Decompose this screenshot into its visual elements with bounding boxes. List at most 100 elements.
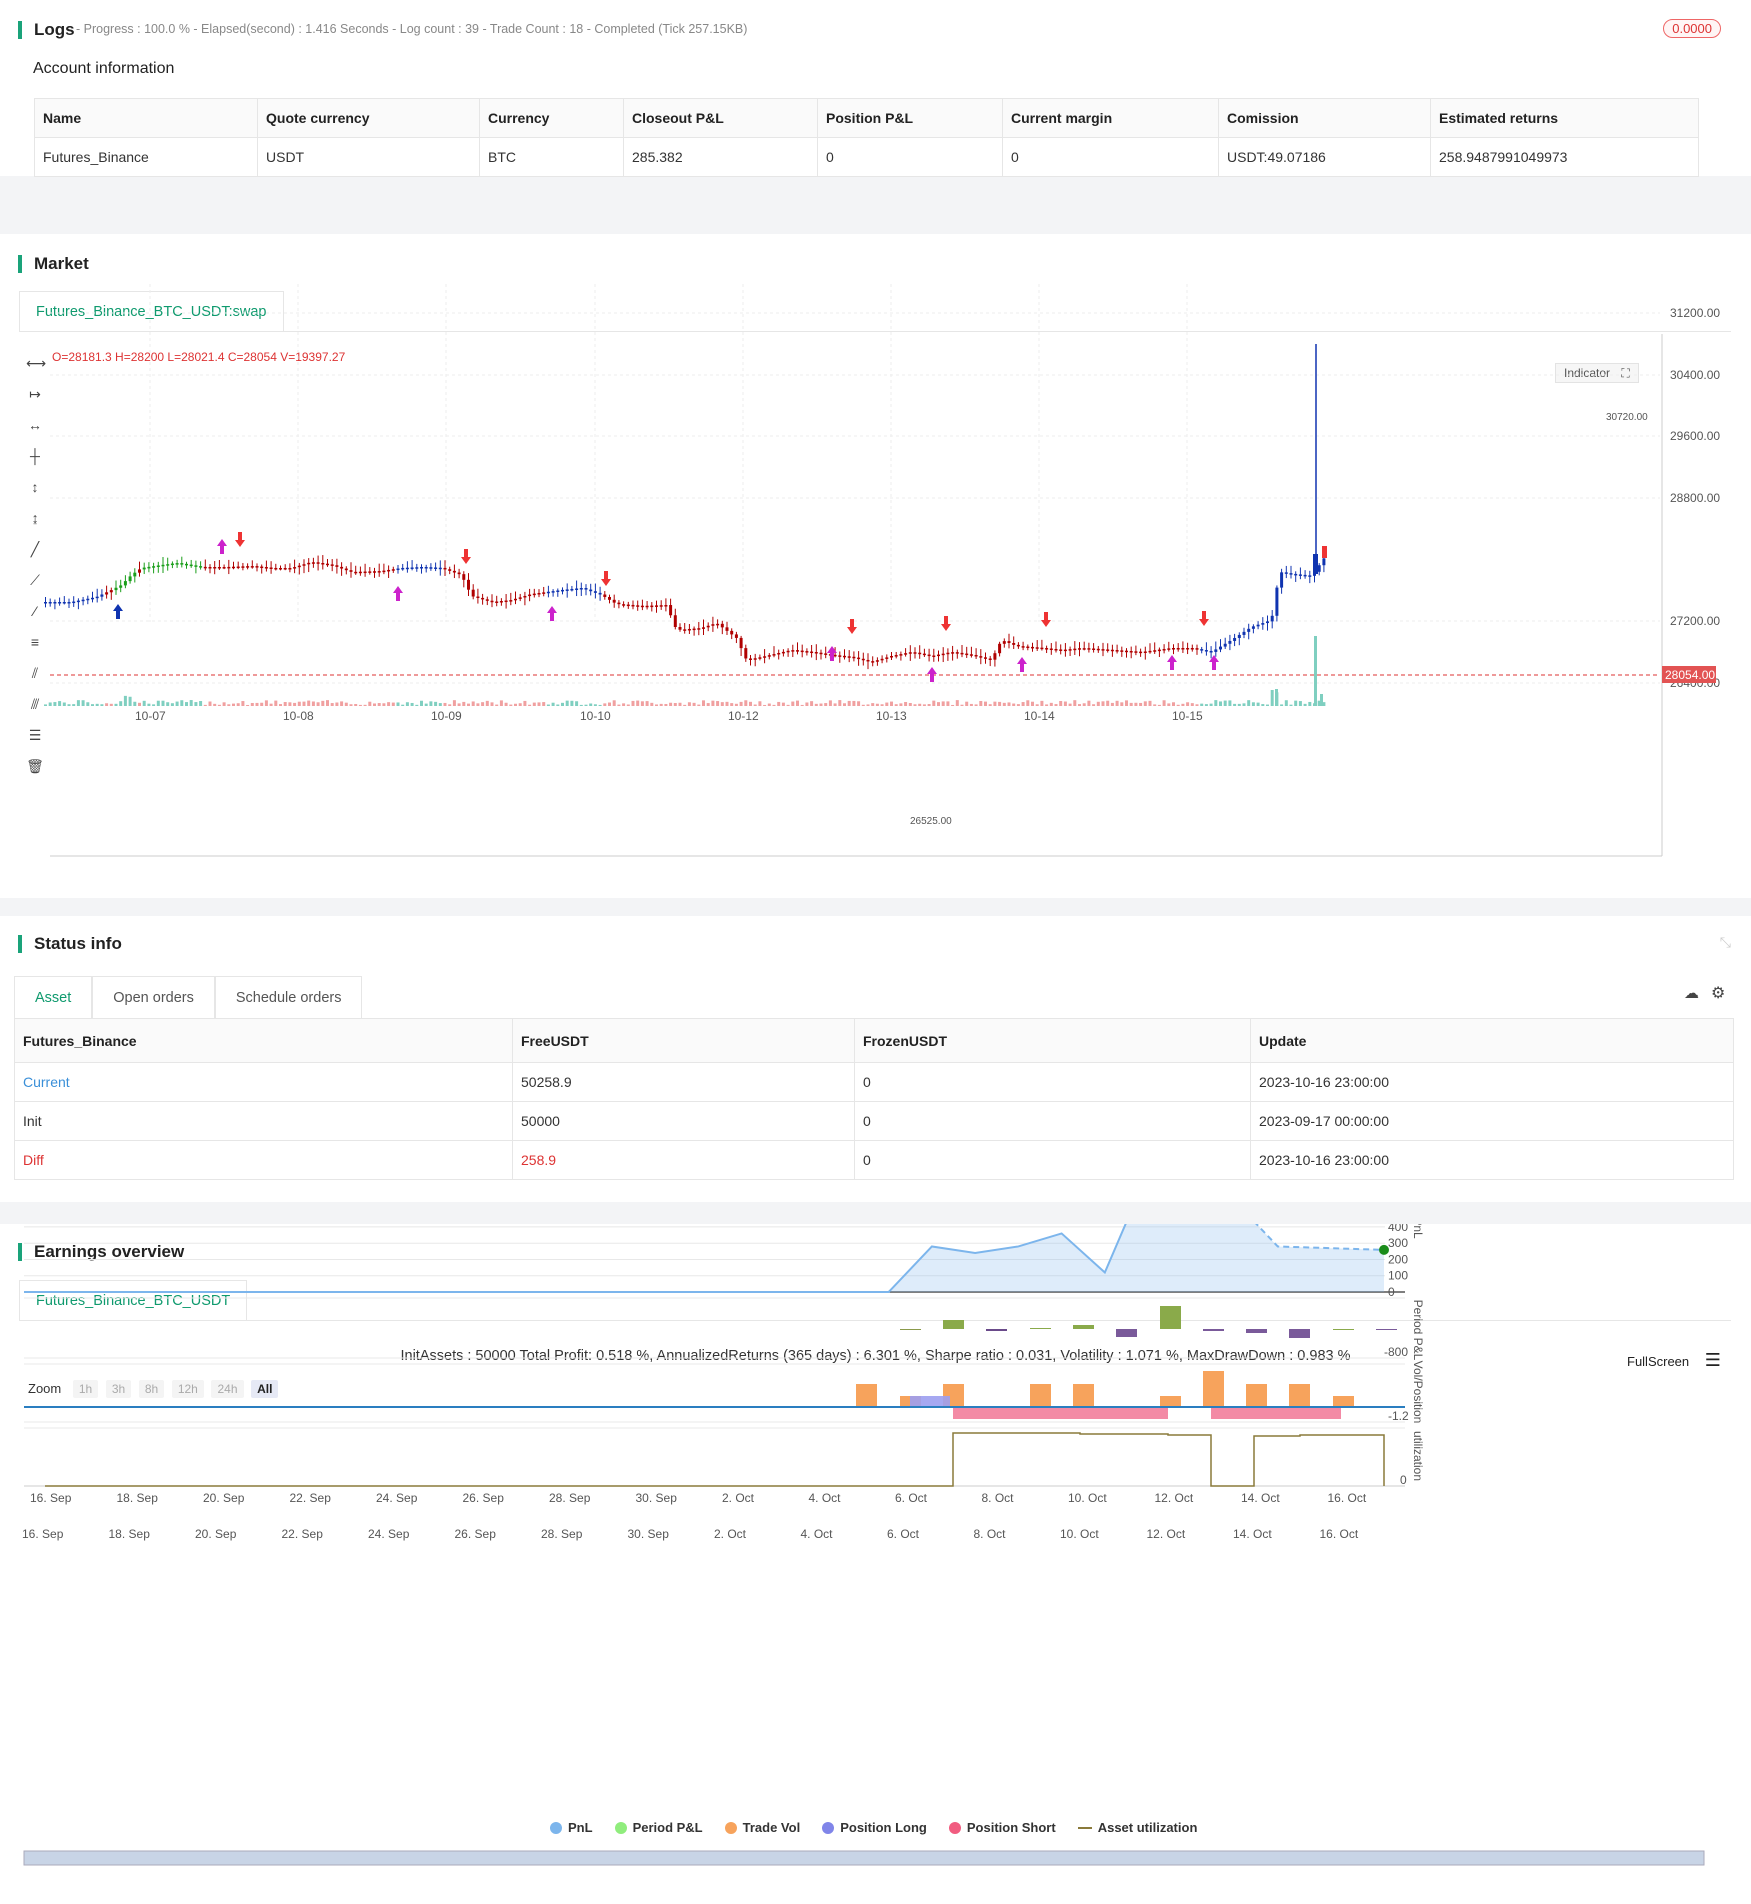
volume-bar	[279, 704, 282, 706]
volume-bar	[687, 702, 691, 706]
tab-open-orders[interactable]: Open orders	[92, 976, 215, 1018]
candle	[434, 567, 438, 569]
zoom-12h[interactable]: 12h	[171, 1380, 204, 1398]
volume-bar	[1270, 689, 1274, 706]
volume-bar	[391, 702, 395, 706]
legend-item[interactable]: Position Long	[822, 1820, 927, 1835]
candle	[250, 566, 254, 568]
candle	[255, 566, 259, 568]
fib-levels-tool-icon[interactable]: ☰	[28, 727, 42, 743]
time-tick-label: 18. Sep	[117, 1491, 159, 1505]
volume-bar	[655, 704, 658, 706]
zoom-8h[interactable]: 8h	[138, 1380, 165, 1398]
horizontal-segment-tool-icon[interactable]: ↔	[28, 417, 42, 433]
volume-bar	[791, 701, 795, 706]
earnings-chart[interactable]: 7006005004003002001000 -800 -1.2 0 16. S…	[0, 1224, 1751, 1904]
candle	[1087, 648, 1091, 650]
fullscreen-button[interactable]: FullScreen ☰	[1627, 1350, 1721, 1371]
cell: 2023-10-16 23:00:00	[1250, 1140, 1734, 1180]
zoom-3h[interactable]: 3h	[105, 1380, 132, 1398]
candle	[44, 602, 47, 604]
volume-bar	[166, 702, 170, 706]
candle	[565, 589, 569, 591]
trade-vol-bar	[1030, 1384, 1051, 1407]
parallel-channel-tool-icon[interactable]: ⫽	[31, 665, 39, 681]
zoom-1h[interactable]: 1h	[72, 1380, 99, 1398]
candle	[843, 655, 846, 658]
volume-bar	[593, 704, 597, 706]
zoom-all[interactable]: All	[251, 1380, 279, 1398]
ray-tool-icon[interactable]: ⟋	[30, 572, 40, 588]
trend-line-tool-icon[interactable]: ╱	[30, 541, 40, 557]
volume-bar	[485, 700, 489, 706]
candle	[749, 658, 752, 660]
candle	[645, 605, 649, 608]
volume-bar	[1007, 702, 1011, 706]
volume-bar	[720, 702, 724, 706]
volume-bar	[175, 701, 179, 706]
legend-item[interactable]: PnL	[550, 1820, 593, 1835]
period-pnl-bar	[1203, 1329, 1224, 1331]
vertical-line-tool-icon[interactable]: ┼	[30, 448, 40, 464]
candlestick-chart[interactable]: 31200.00 30400.00 29600.00 28800.00 27200.00…	[0, 234, 1751, 898]
volume-bar	[48, 702, 52, 706]
candle	[979, 656, 983, 658]
zoom-24h[interactable]: 24h	[211, 1380, 244, 1398]
candle	[1059, 649, 1063, 651]
short-signal-arrow	[235, 532, 245, 547]
logs-badge[interactable]: 0.0000	[1663, 19, 1721, 38]
volume-bar	[894, 704, 898, 706]
horizontal-line-tool-icon[interactable]: ⟷	[26, 355, 47, 371]
candle	[908, 652, 912, 654]
candle	[354, 571, 358, 574]
legend-item[interactable]: Position Short	[948, 1820, 1056, 1835]
legend-item[interactable]: Trade Vol	[724, 1820, 800, 1835]
candle	[1092, 648, 1096, 650]
period-pnl-bar	[1160, 1306, 1181, 1329]
candle	[1228, 640, 1232, 644]
indicator-label: Indicator	[1564, 366, 1611, 380]
gear-icon[interactable]: ⚙	[1711, 985, 1726, 1002]
long-signal-arrow	[827, 646, 837, 661]
menu-icon[interactable]: ☰	[1704, 1350, 1721, 1370]
vertical-ray-tool-icon[interactable]: ↕	[31, 479, 39, 495]
volume-bar	[1049, 702, 1053, 706]
segment-tool-icon[interactable]: ⁄	[33, 603, 37, 619]
horizontal-ray-tool-icon[interactable]: ↦	[29, 386, 41, 402]
volume-bar	[993, 701, 997, 706]
candle	[556, 590, 560, 592]
price-tick-label: 30400.00	[1670, 368, 1720, 382]
volume-bar	[255, 702, 259, 706]
tab-asset[interactable]: Asset	[14, 976, 93, 1018]
volume-bar	[1129, 702, 1133, 706]
volume-bar	[1115, 700, 1119, 706]
cell: 0	[854, 1062, 1251, 1102]
legend-dot-icon	[724, 1821, 737, 1834]
collapse-icon[interactable]: ⤡	[1719, 934, 1731, 950]
row-label-current[interactable]: Current	[14, 1062, 513, 1102]
market-tab[interactable]: Futures_Binance_BTC_USDT:swap	[19, 291, 284, 331]
candle	[655, 605, 658, 607]
volume-bar	[852, 700, 856, 706]
volume-bar	[467, 703, 470, 706]
candle	[499, 601, 503, 603]
trash-icon[interactable]: 🗑	[26, 758, 44, 774]
pnl-line	[24, 1224, 1127, 1293]
indicator-button[interactable]: Indicator ⛶	[1555, 363, 1639, 383]
candles	[44, 344, 1327, 670]
candle	[1063, 649, 1067, 652]
fib-tool-icon[interactable]: ⫻	[30, 696, 40, 712]
earnings-tab[interactable]: Futures_Binance_BTC_USDT	[19, 1280, 248, 1320]
tab-schedule-orders[interactable]: Schedule orders	[214, 976, 363, 1018]
expand-icon[interactable]: ⛶	[1621, 366, 1630, 380]
candle	[147, 566, 151, 569]
legend-item[interactable]: Period P&L	[614, 1820, 703, 1835]
candle	[650, 605, 654, 608]
cloud-icon[interactable]: ☁	[1684, 985, 1699, 1002]
price-line-tool-icon[interactable]: ≡	[30, 634, 40, 650]
vertical-segment-tool-icon[interactable]: ↨	[31, 510, 39, 526]
col-closeout: Closeout P&L	[623, 98, 818, 138]
legend-item[interactable]: Asset utilization	[1077, 1820, 1197, 1835]
volume-bar	[749, 701, 752, 706]
